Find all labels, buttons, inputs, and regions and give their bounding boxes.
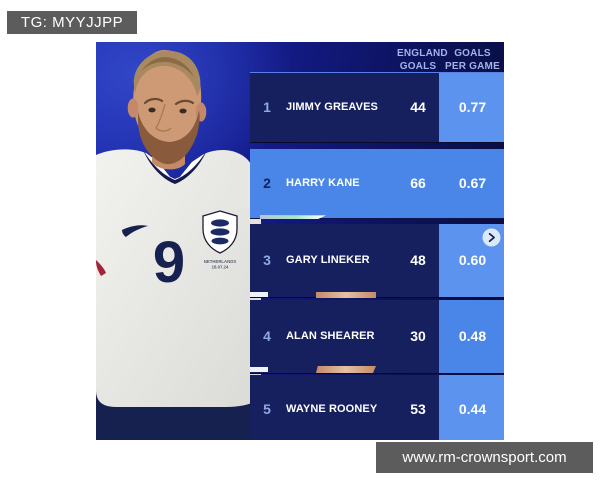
svg-text:18.07.24: 18.07.24 [212,265,229,270]
svg-text:NETHERLANDS: NETHERLANDS [204,259,237,264]
svg-text:9: 9 [153,230,185,295]
